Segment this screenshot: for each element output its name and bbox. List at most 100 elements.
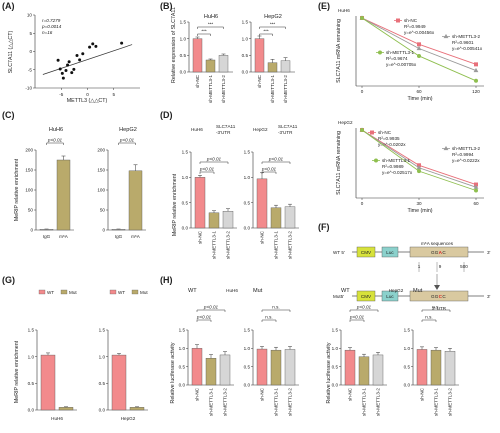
a-ytick-label: -10 xyxy=(25,86,32,91)
f-construct-1-cmv-box xyxy=(356,246,376,258)
d-hepg2-sig: p<0.01 xyxy=(261,167,277,172)
e-hepg2-series-3-r2: R²=0.9989 xyxy=(382,164,404,169)
a-point xyxy=(64,68,68,72)
e-hepg2-xlabel: Time (min) xyxy=(407,208,432,214)
c-huh6-category: m⁶A xyxy=(59,234,69,239)
e-huh6-xtick-label: 60 xyxy=(416,89,422,94)
b-hepg2-ytick-label: 0.0 xyxy=(242,70,249,75)
h-group-3-title: WT xyxy=(341,288,350,294)
g-huh6-ytick-label: 0.0 xyxy=(28,408,35,413)
h-group-4-bracket xyxy=(421,309,451,312)
d-huh6-ytick-label: 1.0 xyxy=(182,175,189,180)
h-group-1-title: WT xyxy=(188,288,197,294)
c-huh6-ytick-label: 100 xyxy=(25,188,33,193)
b-huh6-ytick-label: 1.5 xyxy=(180,20,187,25)
b-huh6-category: sh-NC xyxy=(195,74,200,88)
panel-letter-d: (D) xyxy=(160,110,173,120)
g-hepg2-bar xyxy=(111,354,127,411)
e-huh6-ylabel: SLC7A11 mRNA remaining xyxy=(336,19,342,83)
a-point xyxy=(56,58,60,62)
b-hepg2-ytick-label: 1.0 xyxy=(242,36,249,41)
d-huh6-sig: p<0.01 xyxy=(206,157,222,162)
h-group-4-ytick-label: 1.5 xyxy=(404,328,411,333)
d-hepg2-bar xyxy=(270,207,282,229)
h-group-3-bracket xyxy=(349,309,379,312)
panel-d-bars: MeRIP relative enrichment HuH6SLC7A11-3'… xyxy=(172,124,299,259)
h-group-1-ytick-label: 0.5 xyxy=(179,364,186,369)
e-huh6-series-2-legend-marker xyxy=(443,33,449,39)
b-ylabel: Relative expression of SLC7A11 xyxy=(171,7,177,83)
h-group-4-category: sh-METTL3-2 xyxy=(448,388,453,417)
f-utr-label: 3' UTR xyxy=(432,306,447,311)
d-huh6-bar xyxy=(222,211,234,229)
e-hepg2-series-3-equation: y=e^-0.02517x xyxy=(382,170,413,175)
b-huh6-title: HuH6 xyxy=(204,14,218,20)
b-hepg2-category: sh-METTL3-2 xyxy=(283,75,288,104)
f-construct-1-cmv-label: CMV xyxy=(361,250,372,255)
d-hepg2-ytick-label: 1.0 xyxy=(244,175,251,180)
b-hepg2-category: sh-NC xyxy=(257,74,262,88)
a-point xyxy=(67,60,71,64)
e-hepg2-ylabel: SLC7A11 mRNA remaining xyxy=(336,131,342,195)
h-group-2-sig: n.s. xyxy=(272,305,279,310)
h-group-4-category: sh-METTL3-1 xyxy=(434,388,439,417)
d-hepg2-bar xyxy=(256,178,268,229)
b-huh6-ytick-label: 1.0 xyxy=(180,36,187,41)
b-hepg2-sig: *** xyxy=(270,22,276,27)
f-construct-1-utr-box xyxy=(409,246,469,258)
e-hepg2-series-3-marker xyxy=(417,169,421,174)
h-group-1-bracket xyxy=(196,309,226,312)
f-position-label: 9 xyxy=(439,264,442,269)
f-construct-2-cmv-box xyxy=(356,290,376,302)
d-hepg2-ytick-label: 1.5 xyxy=(244,150,251,155)
a-point xyxy=(78,58,82,62)
c-huh6-sig: p<0.01 xyxy=(47,138,63,143)
c-huh6-bar xyxy=(39,228,54,231)
a-ytick-label: 0 xyxy=(29,49,32,54)
e-huh6-series-2-marker xyxy=(473,67,479,73)
c-hepg2-category: m⁶A xyxy=(131,234,141,239)
e-hepg2-series-2-name: sh-METTL3-2 xyxy=(452,146,481,151)
h-group-4-sig: n.s. xyxy=(425,315,432,320)
h-group-2-category: sh-METTL3-2 xyxy=(288,388,293,417)
g-huh6-bar xyxy=(58,407,74,411)
a-xlabel: METTL3 (△△CT) xyxy=(67,98,108,104)
e-hepg2-series-2-marker xyxy=(416,165,422,170)
d-hepg2-category: sh-METTL3-1 xyxy=(274,231,279,260)
d-hepg2-bracket xyxy=(261,161,291,164)
b-hepg2-sig: *** xyxy=(263,29,269,34)
e-hepg2-series-1-equation: y=e^-0.0202x xyxy=(378,142,406,147)
g-huh6-ytick-label: 1.0 xyxy=(28,354,35,359)
b-hepg2-title: HepG2 xyxy=(264,14,282,20)
c-hepg2-bar xyxy=(128,170,143,231)
a-point xyxy=(58,67,62,71)
h-group-3-category: sh-METTL3-2 xyxy=(376,388,381,417)
d-huh6-bracket xyxy=(199,171,215,174)
d-ylabel: MeRIP relative enrichment xyxy=(172,173,178,236)
f-construct-2-luc-box xyxy=(381,290,399,302)
f-construct-1-tail: 3' xyxy=(487,250,491,255)
a-xtick-label: 5 xyxy=(112,92,115,97)
h-group-1-bar xyxy=(191,348,203,386)
c-hepg2-ytick-label: 200 xyxy=(97,148,105,153)
a-ylabel: SLC7A11 (△△CT) xyxy=(8,31,14,74)
g-hepg2-ytick-label: 1.0 xyxy=(99,354,106,359)
c-hepg2-bracket xyxy=(118,142,136,145)
h-group-2-bar xyxy=(256,348,268,386)
e-hepg2-xtick-label: 30 xyxy=(416,201,422,206)
h-group-1-bracket xyxy=(196,319,212,322)
e-hepg2-series-2-marker xyxy=(473,184,479,189)
c-hepg2-ytick-label: 0 xyxy=(102,228,105,233)
panel-c-bars: MeRIP relative enrichment HuH6 0 50 100 150 2… xyxy=(14,127,146,239)
d-hepg2-ytick-label: 0.0 xyxy=(244,226,251,231)
c-hepg2-ytick-label: 100 xyxy=(97,188,105,193)
e-hepg2-series-3-name: sh-METTL3-1 xyxy=(382,158,411,163)
e-huh6-series-3-equation: y=e^-0.00705x xyxy=(386,62,417,67)
g-huh6-ytick-label: 1.5 xyxy=(28,328,35,333)
h-group-3-ytick-label: 0.5 xyxy=(332,364,339,369)
h-group-1-ytick-label: 0.0 xyxy=(179,383,186,388)
b-hepg2-bar xyxy=(280,60,291,73)
g-hepg2-ytick-label: 0.0 xyxy=(99,408,106,413)
